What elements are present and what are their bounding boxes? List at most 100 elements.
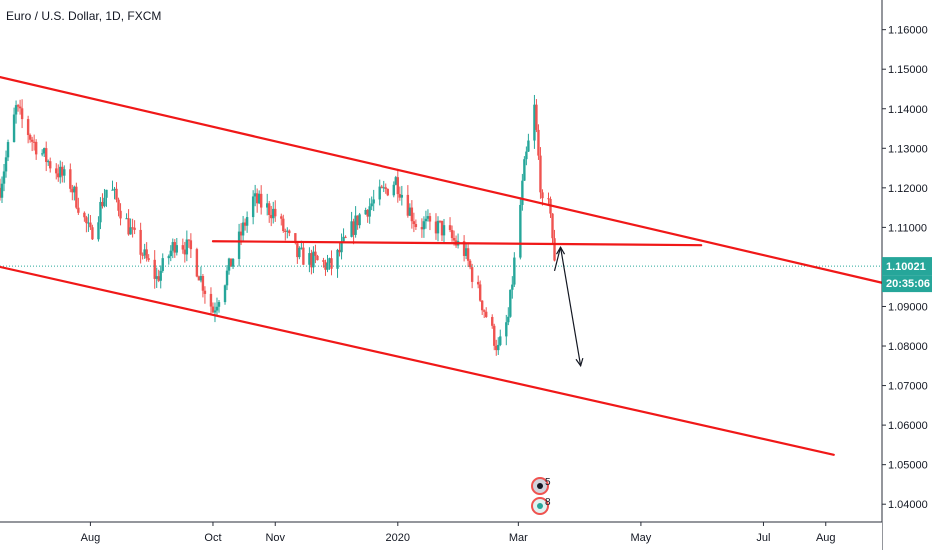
candle [57, 164, 60, 182]
projection-arrow[interactable] [553, 247, 582, 366]
current-price-badges: 1.10021 20:35:06 [882, 257, 932, 293]
candle [34, 139, 38, 160]
candle [143, 243, 146, 259]
candle [394, 175, 397, 186]
candle [183, 241, 187, 263]
candle [217, 300, 221, 313]
candle [83, 211, 86, 222]
event-count: 5 [545, 477, 551, 488]
support-line[interactable] [211, 240, 703, 247]
candle [28, 133, 32, 143]
candle [119, 203, 122, 226]
candle [551, 213, 554, 244]
time-scale-panel[interactable] [0, 522, 882, 550]
candle [491, 314, 494, 329]
candle [30, 136, 34, 152]
candle [274, 200, 277, 222]
candle [450, 225, 454, 242]
candle [14, 100, 18, 124]
candle [77, 197, 80, 215]
candle [499, 329, 502, 347]
candle [139, 222, 142, 264]
candle [440, 220, 444, 242]
price-tick-label: 1.13000 [888, 143, 928, 155]
candle [533, 94, 536, 149]
countdown-badge [882, 275, 932, 293]
candle [288, 229, 291, 237]
candle [257, 190, 261, 205]
candle [519, 197, 522, 260]
lower-channel-line[interactable] [0, 265, 835, 456]
candle [464, 242, 468, 260]
candle [117, 197, 120, 217]
candle [384, 183, 387, 194]
candle [448, 217, 452, 233]
candle [171, 238, 174, 259]
event-marker[interactable]: 5 [531, 477, 551, 495]
candle [539, 147, 542, 199]
candle [340, 233, 343, 260]
candle [470, 263, 474, 289]
time-tick-label: Aug [81, 532, 101, 544]
candle [185, 230, 189, 262]
candle [527, 133, 530, 153]
candle [105, 189, 108, 207]
candle [505, 314, 508, 346]
upper-channel-line[interactable] [0, 76, 884, 284]
candle [478, 280, 482, 302]
candle [310, 249, 313, 275]
candle [59, 160, 62, 184]
candle [71, 184, 74, 201]
candle [215, 297, 219, 316]
candle [553, 229, 556, 262]
candle [75, 182, 78, 210]
candle [298, 246, 301, 260]
candle [314, 244, 317, 264]
time-tick-label: May [631, 532, 652, 544]
candle [181, 238, 185, 254]
candle [312, 246, 315, 274]
candle [12, 107, 16, 143]
candle [282, 214, 285, 233]
candle [26, 115, 30, 144]
candle [495, 339, 498, 356]
candle [40, 149, 44, 157]
candle [493, 323, 496, 351]
candle [497, 337, 500, 355]
candle [231, 258, 235, 269]
candle [308, 247, 311, 273]
candle [85, 215, 88, 233]
candle [47, 159, 50, 166]
time-tick-label: Jul [756, 532, 770, 544]
candle [523, 156, 526, 181]
event-marker[interactable]: 8 [531, 497, 551, 515]
candle [213, 302, 217, 323]
candle [147, 254, 150, 262]
candle [412, 212, 416, 233]
candle [316, 254, 319, 261]
candle [525, 146, 528, 166]
candle [442, 218, 446, 244]
candle [253, 184, 257, 207]
candle [462, 235, 466, 262]
candlestick-series [0, 94, 556, 356]
candle [175, 237, 179, 256]
candle [296, 242, 299, 264]
candle [521, 173, 524, 211]
candle [344, 235, 347, 239]
candle [438, 220, 442, 224]
candle [127, 209, 130, 236]
projection-arrow-tip [556, 245, 566, 255]
candle [2, 164, 6, 192]
candle [87, 213, 90, 232]
candle [251, 190, 255, 225]
candle [32, 134, 36, 151]
candle [197, 275, 201, 281]
candle [509, 289, 512, 318]
candle [434, 213, 438, 240]
candle [167, 254, 170, 265]
candle [4, 150, 8, 178]
candle [380, 184, 383, 189]
candle [266, 193, 269, 216]
